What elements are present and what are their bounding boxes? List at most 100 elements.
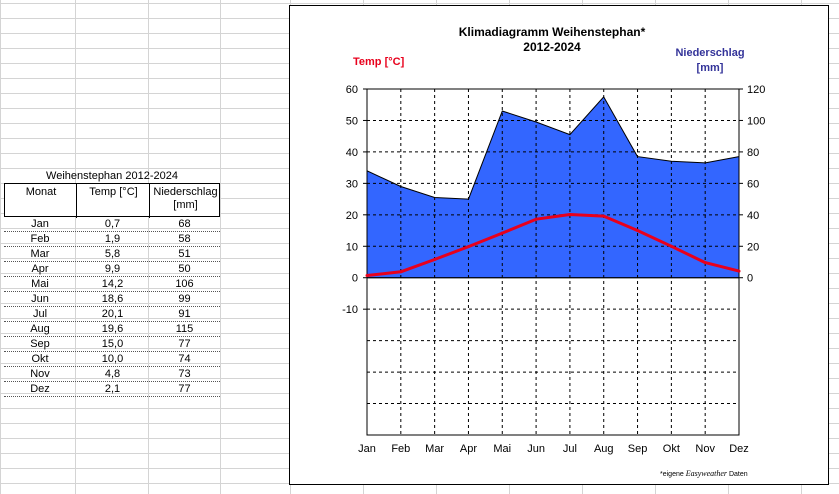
precipitation-area (366, 96, 740, 279)
y-right-tick-label: 40 (747, 210, 759, 222)
table-row: Okt 10,0 74 (4, 352, 220, 367)
x-tick-label: Jun (527, 443, 545, 455)
cell-precip: 99 (178, 293, 191, 305)
cell-month: Apr (31, 263, 49, 275)
table-row: Jan 0,7 68 (4, 217, 220, 232)
temperature-point (466, 245, 470, 249)
cell-temp: 14,2 (101, 278, 124, 290)
table-row: Feb 1,9 58 (4, 232, 220, 247)
table-title: Weihenstephan 2012-2024 (46, 170, 178, 182)
temperature-line (366, 213, 740, 277)
x-tick-label: Feb (391, 443, 410, 455)
plot-border (366, 88, 740, 436)
y-right-tick-label: 120 (747, 84, 765, 96)
cell-precip: 73 (178, 368, 191, 380)
y-left-tick-label: 60 (346, 84, 358, 96)
cell-precip: 50 (178, 263, 191, 275)
header-precip-unit: [mm] (173, 199, 198, 211)
cell-month: Feb (30, 233, 50, 245)
x-tick-label: Apr (460, 443, 477, 455)
x-tick-label: Mai (493, 443, 511, 455)
cell-month: Jun (31, 293, 49, 305)
cell-month: Mai (31, 278, 49, 290)
cell-temp: 4,8 (104, 368, 121, 380)
header-precip-name: Niederschlag (153, 186, 218, 198)
table-row: Dez 2,1 77 (4, 382, 220, 397)
cell-precip: 74 (178, 353, 191, 365)
temperature-point (636, 229, 640, 233)
table-row: Apr 9,9 50 (4, 262, 220, 277)
cell-month: Aug (30, 323, 50, 335)
y-right-tick-label: 100 (747, 115, 765, 127)
cell-precip: 77 (178, 338, 191, 350)
y-right-tick-label: 20 (747, 241, 759, 253)
header-temp: Temp [°C] (89, 186, 138, 198)
cell-temp: 20,1 (101, 308, 124, 320)
chart-container[interactable]: 60 50 40 30 20 10 0 -10 120 100 80 60 40 20 0 Jan Feb Mar… (289, 5, 829, 485)
y-right-axis-label: Niederschlag (675, 47, 744, 59)
cell-precip: 77 (178, 383, 191, 395)
table-row: Mar 5,8 51 (4, 247, 220, 262)
temperature-point (534, 217, 538, 221)
temperature-point (602, 214, 606, 218)
table-row: Mai 14,2 106 (4, 277, 220, 292)
cell-precip: 58 (178, 233, 191, 245)
y-left-tick-label: 50 (346, 115, 358, 127)
cell-temp: 5,8 (104, 248, 121, 260)
cell-precip: 68 (178, 218, 191, 230)
y-left-tick-label: 10 (346, 241, 358, 253)
cell-temp: 9,9 (104, 263, 121, 275)
cell-precip: 106 (175, 278, 194, 290)
temperature-point (433, 257, 437, 261)
y-left-tick-label: 20 (346, 210, 358, 222)
cell-temp: 0,7 (104, 218, 121, 230)
cell-temp: 2,1 (104, 383, 121, 395)
temperature-point (399, 270, 403, 274)
temperature-point (669, 244, 673, 248)
y-left-tick-label: 40 (346, 147, 358, 159)
temperature-point (568, 213, 572, 217)
footnote: *eigene Easyweather Daten (660, 469, 748, 478)
cell-precip: 115 (175, 323, 194, 335)
temperature-point (737, 269, 741, 273)
x-tick-label: Dez (729, 443, 749, 455)
x-tick-label: Mar (425, 443, 444, 455)
header-month: Monat (25, 186, 57, 198)
x-tick-label: Nov (695, 443, 715, 455)
temperature-point (500, 231, 504, 235)
table-row: Jun 18,6 99 (4, 292, 220, 307)
y-right-tick-label: 60 (747, 178, 759, 190)
y-left-tick-label: 0 (352, 273, 358, 285)
cell-precip: 91 (178, 308, 191, 320)
table-row: Sep 15,0 77 (4, 337, 220, 352)
x-tick-label: Jul (563, 443, 577, 455)
chart-subtitle: 2012-2024 (523, 40, 581, 54)
table-row: Jul 20,1 91 (4, 307, 220, 322)
footnote-suffix: Daten (727, 471, 748, 478)
y-right-tick-label: 0 (747, 273, 753, 285)
chart-title: Klimadiagramm Weihenstephan* (459, 25, 646, 39)
temperature-point (365, 274, 369, 278)
cell-month: Mar (30, 248, 50, 260)
cell-month: Sep (30, 338, 50, 350)
header-precip: Niederschlag [mm] (150, 186, 221, 212)
cell-month: Jan (31, 218, 49, 230)
table-row: Aug 19,6 115 (4, 322, 220, 337)
cell-temp: 19,6 (101, 323, 124, 335)
y-left-tick-label: -10 (342, 304, 358, 316)
cell-precip: 51 (178, 248, 191, 260)
cell-month: Dez (30, 383, 50, 395)
footnote-prefix: *eigene (660, 471, 686, 478)
x-tick-label: Okt (663, 443, 680, 455)
x-tick-label: Jan (358, 443, 376, 455)
table-row: Nov 4,8 73 (4, 367, 220, 382)
temperature-point (703, 261, 707, 265)
footnote-brand: Easyweather (685, 469, 728, 478)
cell-month: Nov (30, 368, 50, 380)
y-right-tick-label: 80 (747, 147, 759, 159)
cell-month: Jul (32, 308, 48, 320)
cell-month: Okt (31, 353, 49, 365)
cell-temp: 10,0 (101, 353, 124, 365)
cell-temp: 15,0 (101, 338, 124, 350)
